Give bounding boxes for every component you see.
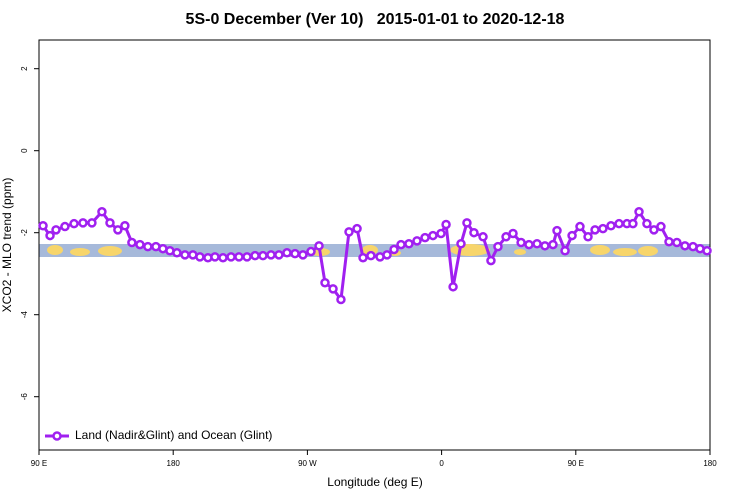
x-tick-label: 90 E	[31, 459, 47, 468]
data-point	[306, 246, 316, 257]
y-tick-label: -6	[20, 393, 29, 401]
data-point	[69, 218, 79, 229]
data-point	[441, 219, 451, 230]
data-point	[250, 250, 260, 261]
data-point	[242, 252, 252, 262]
data-point	[51, 225, 61, 235]
data-point	[366, 250, 376, 261]
y-tick-label: 0	[20, 148, 29, 153]
data-point	[45, 230, 55, 241]
data-point	[462, 218, 472, 228]
data-point	[664, 236, 674, 247]
legend-item: Land (Nadir&Glint) and Ocean (Glint)	[45, 428, 272, 442]
data-point	[501, 232, 511, 242]
data-point	[120, 220, 130, 231]
data-point	[172, 248, 182, 258]
data-point	[420, 232, 430, 243]
data-point	[143, 241, 153, 252]
data-point	[548, 239, 558, 250]
data-point	[344, 227, 354, 237]
data-point	[567, 230, 577, 241]
data-point	[396, 239, 406, 250]
x-tick-label: 90 W	[298, 459, 317, 468]
data-point	[628, 218, 638, 229]
plot-frame	[38, 39, 711, 451]
data-point	[552, 225, 562, 236]
data-point	[78, 218, 88, 228]
data-point	[218, 252, 228, 263]
data-point	[298, 250, 308, 260]
y-tick-label: -4	[20, 311, 29, 319]
data-point	[469, 227, 479, 238]
data-point	[320, 277, 330, 288]
data-point	[113, 225, 123, 235]
data-point	[428, 230, 438, 241]
data-point	[234, 252, 244, 262]
data-point	[358, 252, 368, 263]
data-point	[180, 250, 190, 260]
data-point	[38, 220, 48, 231]
data-point	[127, 237, 137, 248]
data-point	[575, 221, 585, 232]
data-point	[598, 223, 608, 234]
data-point	[448, 282, 458, 292]
data-point	[532, 239, 542, 249]
data-point	[516, 237, 526, 248]
data-point	[314, 241, 324, 251]
data-point	[436, 228, 446, 239]
data-point	[583, 232, 593, 242]
data-point	[524, 239, 534, 250]
y-tick-label: -2	[20, 229, 29, 237]
data-point	[560, 245, 570, 256]
data-point	[195, 252, 205, 262]
data-point	[540, 241, 550, 251]
data-point	[649, 225, 659, 235]
data-point	[135, 239, 145, 250]
data-point	[486, 255, 496, 266]
data-point	[412, 236, 422, 246]
data-point	[328, 284, 338, 294]
data-point	[642, 218, 652, 229]
data-point	[226, 252, 236, 262]
data-point	[508, 228, 518, 239]
data-point	[97, 207, 107, 217]
data-point	[290, 248, 300, 259]
data-point	[266, 250, 276, 260]
data-point	[87, 218, 97, 228]
data-point	[274, 250, 284, 260]
data-point	[336, 294, 346, 305]
data-point	[590, 225, 600, 235]
legend-label: Land (Nadir&Glint) and Ocean (Glint)	[75, 428, 272, 442]
data-point	[456, 239, 466, 249]
data-point	[389, 244, 399, 255]
legend-marker	[52, 431, 62, 441]
data-point	[614, 218, 624, 229]
data-point	[258, 250, 268, 261]
data-point	[382, 250, 392, 260]
data-point	[404, 239, 414, 249]
x-tick-label: 180	[703, 459, 717, 468]
data-point	[105, 218, 115, 228]
data-point	[210, 252, 220, 262]
data-point	[352, 223, 362, 234]
data-point	[606, 220, 616, 231]
x-tick-label: 90 E	[568, 459, 584, 468]
chart-title: 5S-0 December (Ver 10) 2015-01-01 to 202…	[186, 11, 565, 28]
x-tick-label: 180	[167, 459, 181, 468]
x-tick-label: 0	[439, 459, 444, 468]
y-axis-title: XCO2 - MLO trend (ppm)	[0, 178, 14, 313]
data-point	[702, 245, 712, 256]
data-point	[672, 237, 682, 248]
data-point	[680, 241, 690, 251]
data-point	[634, 207, 644, 217]
data-point	[493, 241, 503, 252]
y-tick-label: 2	[20, 66, 29, 71]
x-axis-title: Longitude (deg E)	[327, 475, 422, 489]
data-point	[282, 248, 292, 258]
data-point	[478, 232, 488, 242]
data-point	[60, 221, 70, 232]
data-point	[656, 221, 666, 232]
